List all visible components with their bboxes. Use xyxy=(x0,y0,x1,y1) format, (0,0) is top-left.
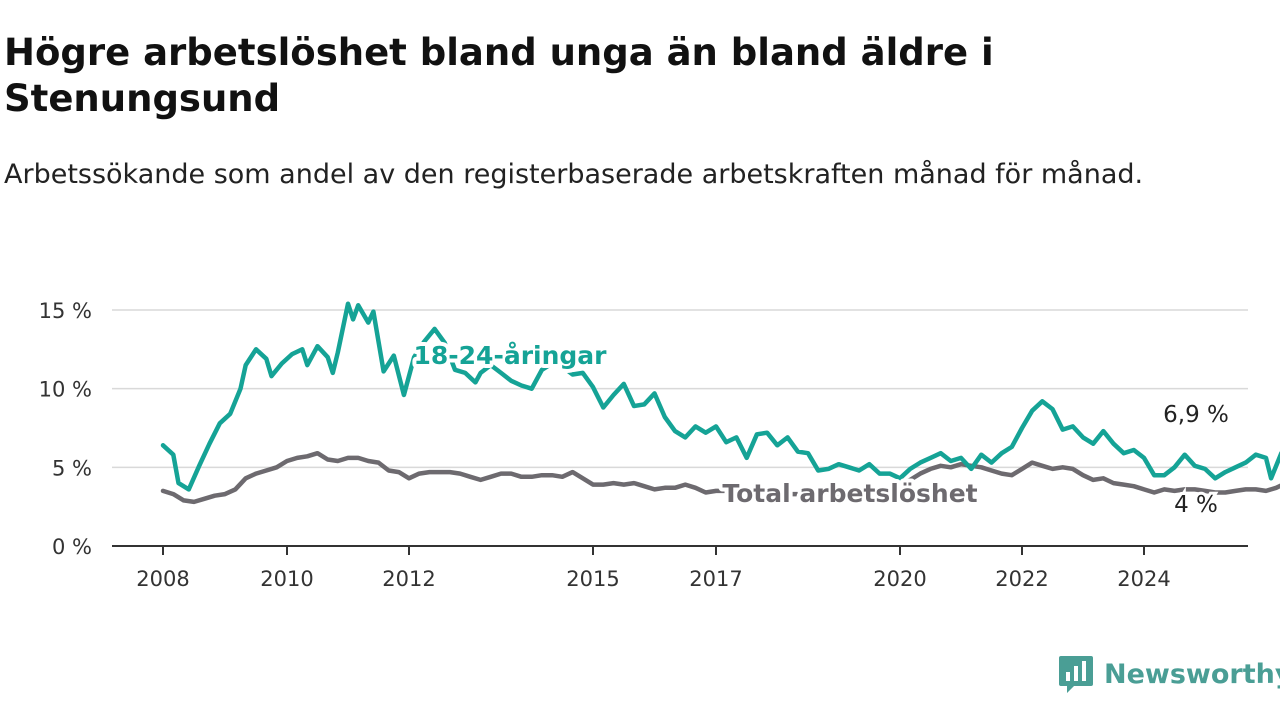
series-label-total: Total arbetslöshet xyxy=(722,479,977,508)
x-tick-label: 2020 xyxy=(873,567,926,591)
series-label-18-24: 18-24-åringar xyxy=(414,341,608,370)
x-tick-label: 2017 xyxy=(689,567,742,591)
y-tick-label: 0 % xyxy=(52,535,92,559)
series-lines xyxy=(160,301,1280,505)
end-label-18-24: 6,9 % xyxy=(1163,402,1229,428)
newsworthy-brand[interactable]: Newsworthy xyxy=(1058,654,1280,694)
x-tick-label: 2008 xyxy=(136,567,189,591)
gridlines xyxy=(112,309,1248,469)
end-label-total: 4 % xyxy=(1174,492,1218,518)
brand-name: Newsworthy xyxy=(1104,658,1280,690)
chart-subtitle: Arbetssökande som andel av den registerb… xyxy=(4,159,1144,190)
y-tick-label: 10 % xyxy=(39,378,92,402)
series-line-total xyxy=(160,450,1280,505)
x-axis: 2008 2010 2012 2015 2017 2020 2022 2024 xyxy=(112,545,1248,591)
y-tick-label: 5 % xyxy=(52,456,92,480)
x-tick-label: 2012 xyxy=(382,567,435,591)
chart-title: Högre arbetslöshet bland unga än bland ä… xyxy=(4,31,994,120)
series-line-18-24 xyxy=(160,301,1280,492)
newsworthy-logo-icon xyxy=(1059,656,1093,693)
x-tick-label: 2015 xyxy=(566,567,619,591)
y-axis: 0 % 5 % 10 % 15 % xyxy=(39,299,92,559)
series-labels: 18-24-åringar Total arbetslöshet 6,9 % 4 % xyxy=(410,337,1232,521)
x-tick-label: 2024 xyxy=(1117,567,1170,591)
x-tick-label: 2010 xyxy=(260,567,313,591)
x-tick-label: 2022 xyxy=(995,567,1048,591)
y-tick-label: 15 % xyxy=(39,299,92,323)
